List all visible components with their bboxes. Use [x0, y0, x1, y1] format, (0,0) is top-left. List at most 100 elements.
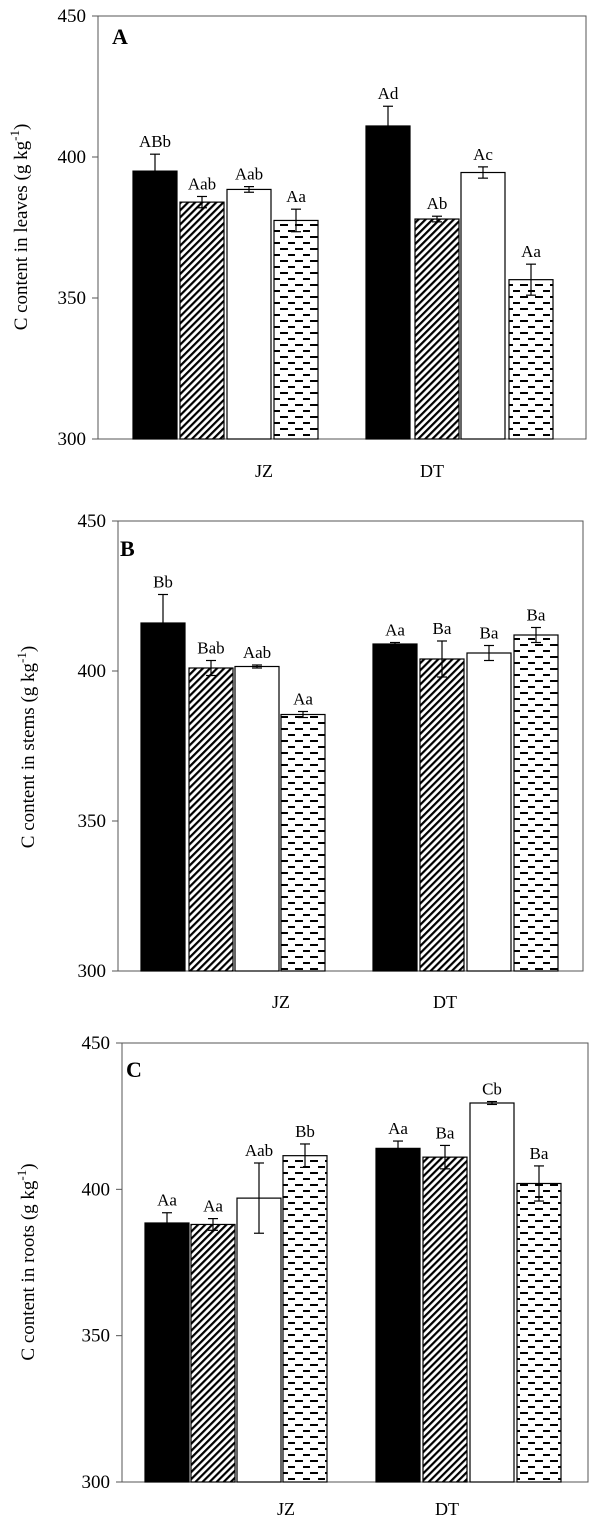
error-bar: [244, 186, 254, 193]
panel-label: C: [126, 1057, 142, 1082]
significance-label: Aa: [388, 1119, 408, 1138]
error-bar: [252, 664, 262, 669]
significance-label: Aa: [203, 1197, 223, 1216]
y-tick-label: 300: [58, 429, 87, 450]
significance-label: Ac: [473, 145, 493, 164]
bar-jz-dash: [282, 1155, 328, 1483]
bar-dt-white: [460, 171, 506, 440]
x-tick-label-jz: JZ: [255, 461, 273, 481]
plot-frame: [121, 1042, 589, 1483]
y-tick-label: 400: [82, 1179, 111, 1200]
y-tick-label: 450: [78, 511, 107, 532]
x-tick-label-dt: DT: [435, 1499, 459, 1519]
significance-label: Aa: [286, 187, 306, 206]
bar-dt-hatch: [414, 218, 460, 440]
bar-dt-dash: [508, 279, 554, 440]
bar-dt-solid: [375, 1147, 421, 1483]
error-bar: [487, 1100, 497, 1106]
error-bar: [526, 263, 536, 296]
bar-jz-white: [234, 665, 280, 972]
error-bar: [158, 593, 168, 653]
bar-jz-dash: [280, 713, 326, 972]
y-tick-label: 300: [78, 961, 107, 982]
error-bar: [383, 105, 393, 147]
error-bar: [432, 215, 442, 223]
x-tick-label-dt: DT: [433, 992, 457, 1012]
significance-label: Cb: [482, 1080, 502, 1099]
error-bar: [208, 1217, 218, 1231]
error-bar: [298, 710, 308, 719]
bar-group: ABb Ad Aab Ab Aab Ac Aa Aa: [132, 84, 554, 440]
error-bar: [393, 1140, 403, 1157]
significance-label: Ad: [378, 84, 399, 103]
y-axis: 300 350 400 450: [58, 6, 98, 450]
bar-dt-hatch: [419, 658, 465, 972]
y-axis-label: C content in leaves (g kg-1): [7, 124, 32, 331]
error-bar: [437, 640, 447, 678]
significance-label: Bb: [153, 573, 173, 592]
error-bar: [531, 626, 541, 644]
significance-label: Aa: [293, 690, 313, 709]
x-tick-label-jz: JZ: [272, 992, 290, 1012]
bar-jz-solid: [140, 622, 186, 972]
bar-dt-hatch: [422, 1156, 468, 1483]
bar-jz-white: [236, 1197, 282, 1483]
chart-panel-leaves: A 300 350 400 450 ABb Ad Aab Ab Aab Ac Aa Aa JZ DT…: [7, 6, 587, 481]
significance-label: Aa: [385, 621, 405, 640]
error-bar: [206, 659, 216, 677]
bar-dt-dash: [516, 1182, 562, 1483]
significance-label: Aa: [157, 1191, 177, 1210]
y-tick-label: 450: [58, 6, 87, 27]
error-bar: [150, 153, 160, 189]
y-axis: 300 350 400 450: [78, 511, 118, 982]
bar-jz-solid: [132, 170, 178, 440]
bar-group: Aa Aa Aa Ba Aab Cb Bb Ba: [144, 1080, 562, 1483]
bar-dt-dash: [513, 634, 559, 972]
y-tick-label: 400: [78, 661, 107, 682]
y-tick-label: 400: [58, 147, 87, 168]
x-tick-label-dt: DT: [420, 461, 444, 481]
significance-label: Ba: [436, 1123, 455, 1142]
plot-frame: [97, 15, 587, 440]
significance-label: Ba: [527, 606, 546, 625]
significance-label: Bb: [295, 1122, 315, 1141]
y-tick-label: 450: [82, 1033, 111, 1054]
significance-label: Aab: [245, 1141, 273, 1160]
significance-label: Aa: [521, 242, 541, 261]
error-bar: [197, 195, 207, 209]
error-bar: [478, 166, 488, 179]
error-bar: [484, 644, 494, 662]
bar-jz-hatch: [188, 667, 234, 972]
bar-group: Bb Aa Bab Ba Aab Ba Aa Ba: [140, 573, 559, 972]
significance-label: Aab: [243, 643, 271, 662]
bar-dt-solid: [372, 643, 418, 972]
y-tick-label: 350: [82, 1326, 111, 1347]
bar-jz-hatch: [179, 201, 225, 440]
plot-frame: [117, 520, 584, 972]
chart-panel-roots: C 300 350 400 450 Aa Aa Aa Ba Aab Cb Bb Ba JZ DT C…: [14, 1033, 589, 1519]
significance-label: Ba: [480, 624, 499, 643]
panel-label: A: [112, 24, 128, 49]
panel-label: B: [120, 536, 135, 561]
bar-jz-white: [226, 188, 272, 440]
bar-dt-white: [466, 652, 512, 972]
significance-label: ABb: [139, 132, 171, 151]
bar-dt-solid: [365, 125, 411, 440]
significance-label: Ba: [530, 1144, 549, 1163]
bar-jz-solid: [144, 1222, 190, 1483]
error-bar: [300, 1143, 310, 1168]
x-tick-label-jz: JZ: [277, 1499, 295, 1519]
significance-label: Bab: [197, 639, 224, 658]
bar-jz-dash: [273, 219, 319, 440]
significance-label: Ab: [427, 194, 448, 213]
significance-label: Aab: [188, 174, 216, 193]
y-axis-label: C content in roots (g kg-1): [14, 1163, 39, 1360]
y-axis-label: C content in stems (g kg-1): [14, 646, 39, 848]
error-bar: [291, 208, 301, 233]
error-bar: [534, 1165, 544, 1202]
error-bar: [390, 641, 400, 647]
error-bar: [440, 1144, 450, 1170]
error-bar: [254, 1162, 264, 1234]
